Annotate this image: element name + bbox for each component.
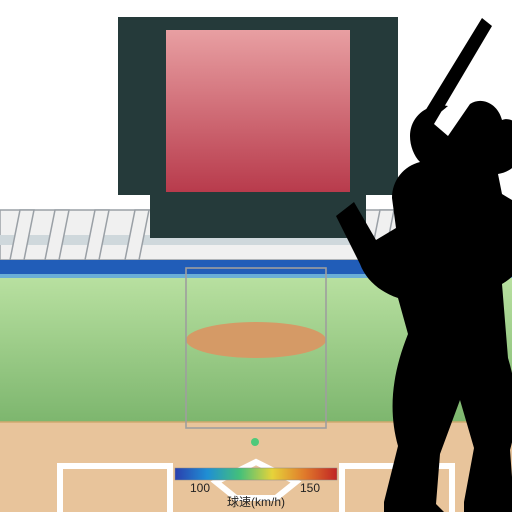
scoreboard-base — [150, 195, 366, 238]
legend-colorbar — [175, 468, 337, 480]
scoreboard-screen — [166, 30, 350, 192]
legend-tick-150: 150 — [300, 481, 320, 495]
pitch-marker — [251, 438, 259, 446]
legend-label: 球速(km/h) — [227, 495, 285, 509]
scoreboard — [118, 17, 398, 195]
pitchers-mound — [186, 322, 326, 358]
pitching-chart-scene: 100 150 球速(km/h) — [0, 0, 512, 512]
legend-tick-100: 100 — [190, 481, 210, 495]
